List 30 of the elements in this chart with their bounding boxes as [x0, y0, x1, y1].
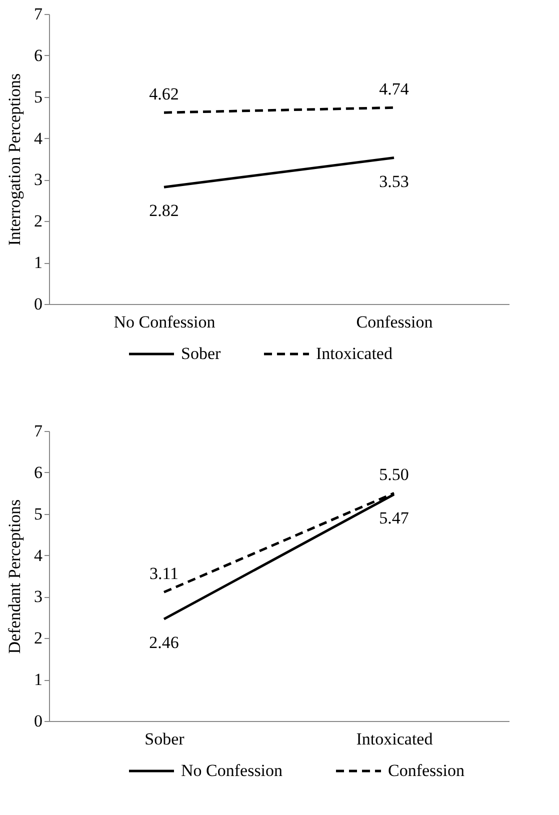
y-tick-label: 5: [34, 504, 42, 524]
y-tick-label: 6: [34, 46, 42, 65]
y-tick-label: 7: [34, 422, 43, 440]
y-tick-label: 6: [34, 462, 42, 482]
y-tick-label: 7: [34, 4, 43, 24]
y-tick-label: 4: [34, 128, 43, 148]
legend-label: No Confession: [181, 761, 284, 780]
data-label: 3.11: [149, 564, 179, 584]
y-tick-label: 5: [34, 87, 42, 106]
y-tick-label: 1: [34, 253, 42, 272]
y-tick-label: 2: [34, 212, 42, 231]
y-tick-label: 0: [34, 712, 42, 730]
y-axis-title: Defendant Perceptions: [5, 499, 24, 654]
y-tick-label: 0: [34, 294, 42, 314]
y-tick-label: 1: [34, 670, 42, 690]
legend-label: Confession: [388, 761, 465, 780]
data-label: 2.82: [149, 201, 179, 220]
y-axis-title: Interrogation Perceptions: [5, 73, 24, 246]
legend-label: Sober: [181, 344, 221, 363]
y-tick-label: 3: [34, 170, 42, 190]
y-tick-label: 4: [34, 546, 43, 565]
y-tick-label: 3: [34, 587, 42, 606]
y-tick-label: 2: [34, 628, 42, 648]
data-label: 3.53: [379, 172, 409, 191]
legend-label: Intoxicated: [316, 344, 393, 363]
data-label: 4.74: [379, 80, 410, 99]
data-label: 5.47: [379, 508, 410, 528]
data-label: 5.50: [379, 465, 409, 484]
data-label: 2.46: [149, 633, 179, 652]
data-label: 4.62: [149, 84, 179, 104]
